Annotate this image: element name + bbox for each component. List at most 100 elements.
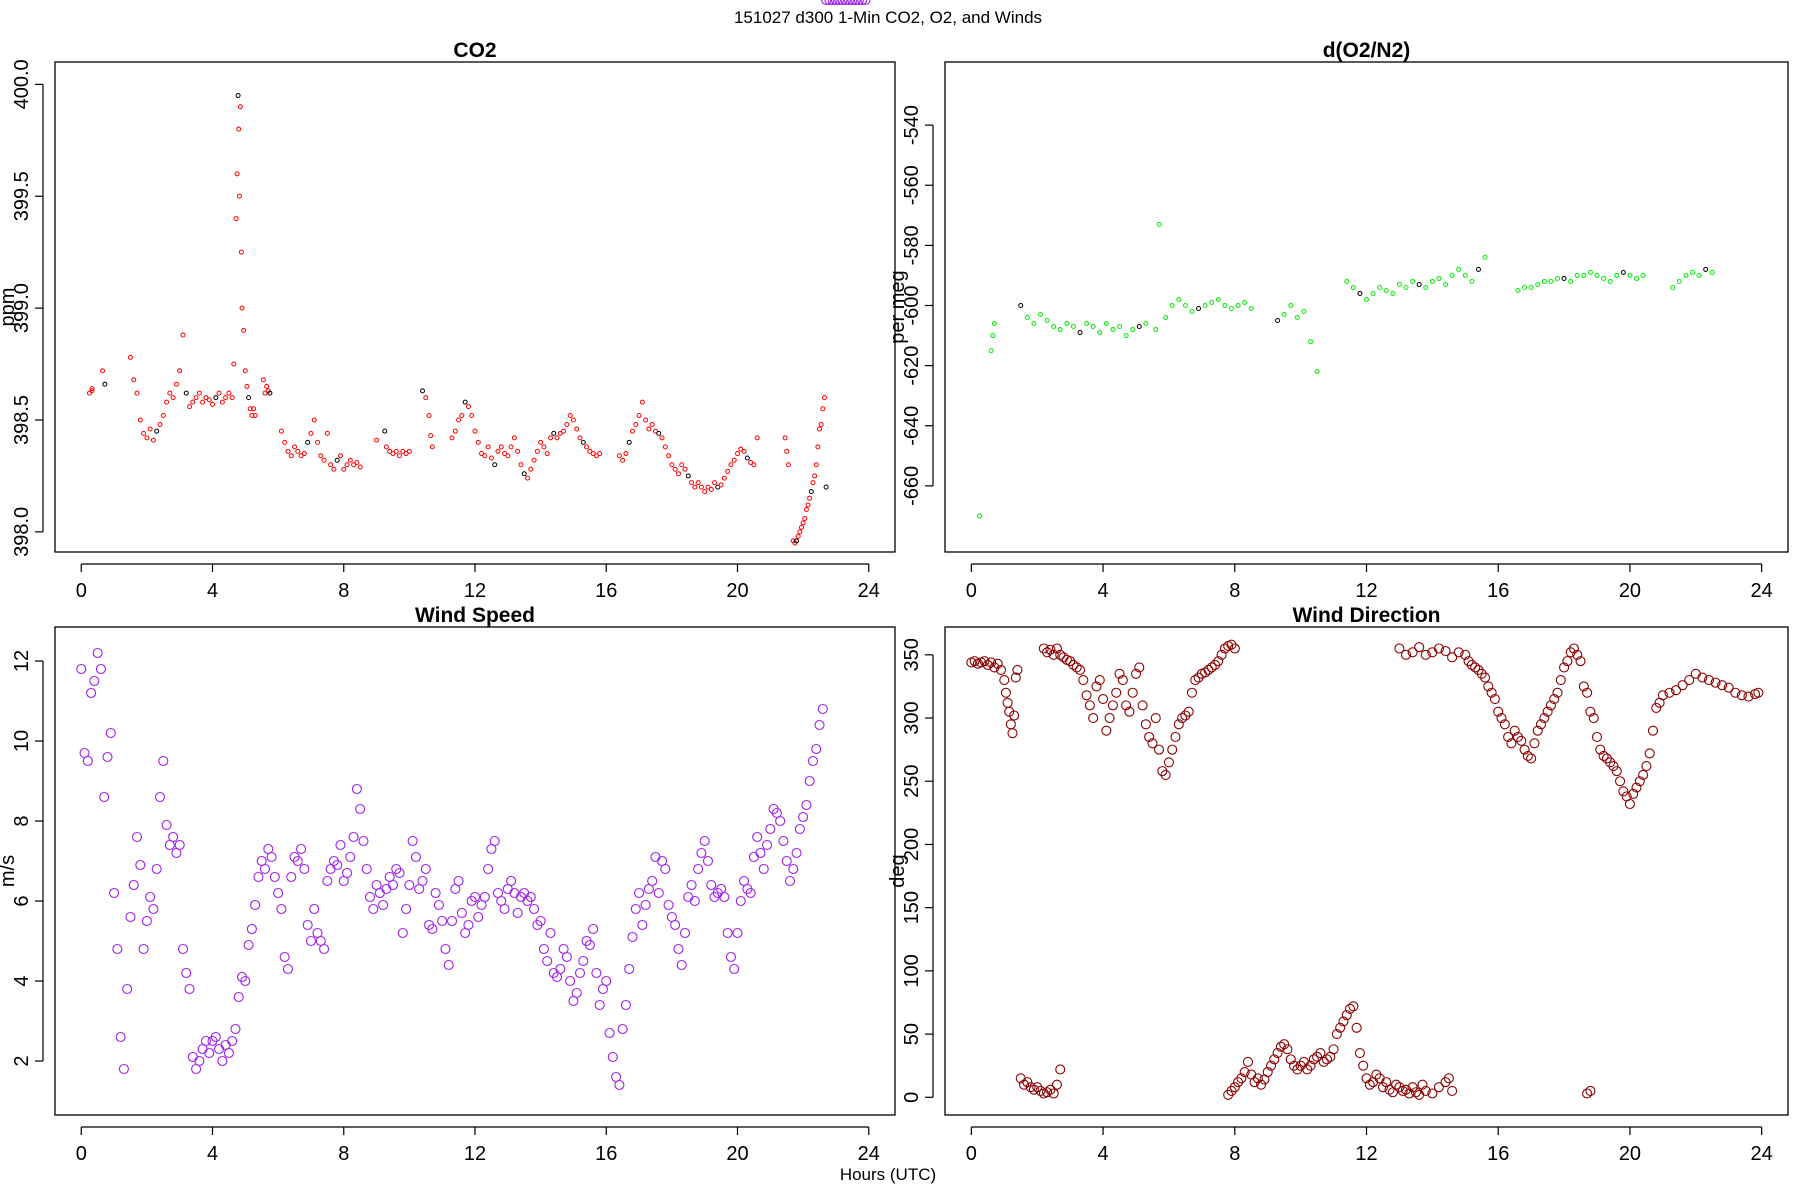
data-point [1182,302,1188,308]
data-point [805,502,811,508]
data-point [732,927,743,939]
data-point [636,413,642,419]
data-point [1183,706,1194,717]
data-point [686,879,697,891]
data-point [1071,662,1082,673]
data-point [1143,321,1149,327]
data-point [382,428,388,434]
data-point [751,462,757,468]
data-point [1160,769,1171,780]
panel-co2: CO2 0 4 8 12 16 20 24 398.0 398.5 399.0 399.5 400.0 p… [0,39,896,602]
data-point [1281,312,1287,318]
data-point [252,413,258,419]
data-point [348,831,359,843]
x-tick-label: 20 [726,1143,748,1165]
data-point [1555,675,1566,686]
data-point [584,444,590,450]
data-point [1009,710,1020,721]
data-point [518,462,524,468]
data-point [216,390,222,396]
data-point [428,433,434,439]
data-point [761,839,773,851]
data-point [1130,327,1136,333]
data-point [243,939,254,951]
data-point [1620,269,1626,275]
data-point [158,755,169,767]
data-point [634,887,645,899]
data-point [695,480,701,486]
data-point [1200,667,1211,678]
data-point [86,687,97,699]
data-point [341,867,353,879]
series-points [977,221,1715,519]
data-point [355,803,366,815]
data-point [309,903,320,915]
data-point [1097,330,1103,336]
data-point [374,437,380,443]
data-point [1575,656,1586,667]
y-tick-label: 399.5 [11,171,33,221]
data-point [1084,700,1095,711]
data-point [705,484,711,490]
data-point [1483,681,1494,692]
data-point [623,451,629,457]
data-point [264,383,270,389]
data-point [1153,327,1159,333]
x-tick-label: 24 [858,1143,880,1165]
data-point [775,815,786,827]
y-tick-label: -640 [901,406,923,446]
data-point [167,390,173,396]
data-point [1657,690,1668,701]
data-point [1462,272,1468,278]
data-point [315,439,320,445]
data-point [1078,675,1089,686]
data-point [824,0,835,6]
data-point [1482,254,1488,260]
data-point [979,656,990,667]
data-point [1294,315,1300,321]
data-point [1404,1088,1415,1099]
data-point [1331,1029,1342,1040]
data-point [273,887,284,899]
data-point [1088,712,1099,724]
data-point [587,448,593,454]
data-point [1473,664,1484,676]
data-point [535,915,546,927]
data-point [591,967,602,979]
data-point [1703,675,1715,686]
data-point [407,835,418,847]
data-point [1574,272,1580,278]
data-point [808,489,814,495]
data-point [564,421,570,427]
data-point [745,887,756,899]
data-point [804,775,815,787]
data-point [383,444,389,450]
data-point [1463,656,1474,667]
data-point [821,395,827,401]
data-point [580,439,586,445]
data-point [1024,315,1030,321]
data-point [223,395,229,401]
data-point [627,931,638,943]
data-point [354,460,360,466]
data-point [184,983,195,995]
data-point [292,855,303,867]
data-point [1114,668,1125,679]
data-point [515,448,521,454]
x-tick-label: 0 [76,580,87,602]
data-point [813,462,819,468]
data-point [607,1051,618,1063]
data-point [1717,680,1728,691]
data-point [1144,731,1155,743]
data-point [1447,652,1458,663]
data-point [1239,1066,1250,1078]
y-tick-label: 2 [11,1055,33,1066]
data-point [1696,272,1702,278]
data-point [250,899,261,911]
data-point [1743,691,1754,702]
data-point [196,390,202,396]
data-point [285,448,291,454]
data-point [755,847,766,859]
data-point [1585,706,1596,717]
data-point [1272,1048,1283,1059]
